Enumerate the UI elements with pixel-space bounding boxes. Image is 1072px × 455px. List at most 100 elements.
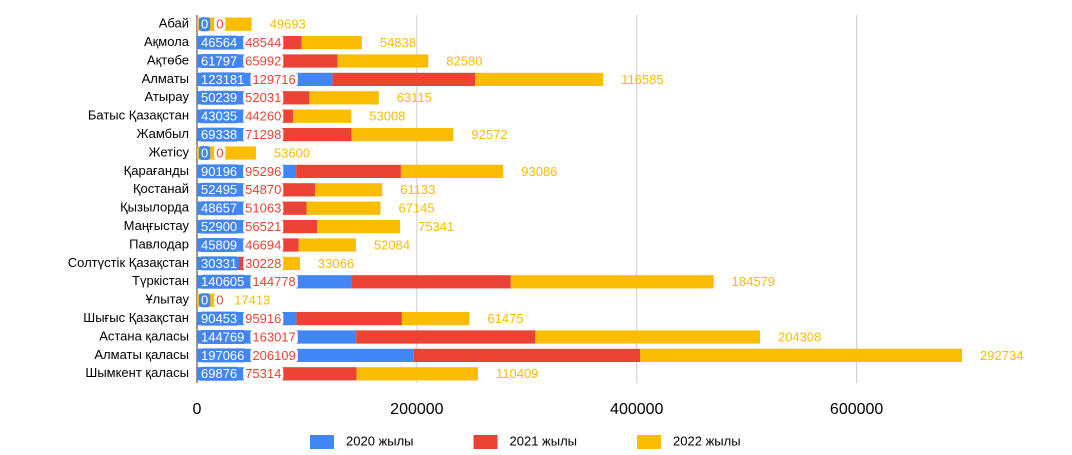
bar-segment	[317, 219, 401, 234]
value-label-bg	[250, 274, 298, 289]
value-label: 61133	[400, 182, 435, 197]
bar-segment	[337, 54, 429, 68]
value-label: 49693	[270, 17, 306, 32]
value-label: 144778	[252, 274, 295, 289]
y-tick-label: Қызылорда	[120, 200, 190, 215]
y-tick-label: Астана қаласы	[99, 328, 189, 343]
value-label-bg	[199, 348, 247, 363]
value-label-bg	[199, 256, 240, 271]
value-label-bg	[199, 54, 240, 68]
bar-segment	[413, 348, 641, 363]
bar-segment	[356, 367, 478, 381]
value-label: 54838	[380, 35, 416, 50]
value-label: 0	[216, 293, 223, 308]
value-label-bg	[214, 146, 226, 160]
value-label: 30331	[201, 256, 237, 271]
x-tick-label: 200000	[390, 401, 443, 418]
value-label: 69876	[201, 366, 237, 381]
value-label-bg	[243, 90, 284, 105]
value-label-bg	[250, 348, 298, 363]
value-label: 54870	[245, 182, 281, 197]
value-label: 61475	[487, 311, 523, 326]
value-label: 69338	[201, 127, 237, 142]
bar-segment	[332, 72, 476, 87]
value-label: 33066	[318, 256, 354, 271]
value-label: 46694	[245, 237, 281, 252]
value-label: 0	[201, 17, 208, 32]
value-label-bg	[199, 219, 240, 234]
value-label-bg	[250, 72, 298, 87]
legend-swatch	[310, 435, 334, 449]
value-label-bg	[199, 72, 247, 87]
bar-segment	[356, 330, 536, 344]
y-tick-label: Маңғыстау	[124, 218, 190, 233]
value-label-bg	[199, 366, 240, 381]
value-label-bg	[243, 219, 284, 234]
bar-segment	[510, 275, 714, 289]
value-label: 92572	[471, 127, 507, 142]
value-label-bg	[199, 182, 240, 197]
y-tick-label: Батыс Қазақстан	[88, 108, 189, 123]
value-label-bg	[199, 17, 211, 32]
value-label: 50239	[201, 90, 237, 105]
value-label-bg	[199, 311, 240, 326]
value-label-bg	[199, 35, 240, 50]
value-label: 75314	[245, 366, 281, 381]
value-label-bg	[243, 238, 284, 252]
value-label-bg	[243, 182, 284, 197]
bar-segment	[400, 164, 504, 179]
legend-label: 2020 жылы	[346, 433, 414, 448]
value-label-bg	[199, 109, 240, 124]
value-label: 61797	[201, 53, 237, 68]
bar-segment	[315, 183, 383, 197]
value-label-bg	[199, 127, 240, 142]
value-label: 116585	[621, 72, 663, 87]
bar-segment	[292, 109, 352, 123]
value-label: 197066	[201, 348, 244, 363]
value-label-bg	[199, 201, 240, 216]
value-label-bg	[243, 311, 284, 326]
value-label-bg	[250, 330, 298, 344]
y-tick-label: Атырау	[145, 89, 190, 104]
value-label: 52084	[374, 237, 410, 252]
value-label-bg	[243, 35, 284, 50]
y-tick-label: Абай	[159, 16, 189, 31]
value-label: 90453	[201, 311, 237, 326]
value-label: 51063	[245, 201, 281, 216]
y-tick-label: Солтүстік Қазақстан	[68, 255, 189, 270]
value-label: 71298	[245, 127, 281, 142]
bar-segment	[306, 201, 381, 215]
value-label: 0	[201, 293, 208, 308]
y-tick-label: Ұлытау	[145, 292, 189, 307]
value-label: 93086	[521, 164, 557, 179]
y-tick-label: Ақтөбе	[147, 52, 189, 67]
value-label-bg	[199, 146, 211, 160]
value-label-bg	[199, 293, 211, 308]
value-label: 44260	[245, 109, 281, 124]
bar-segment	[351, 127, 454, 142]
x-tick-label: 400000	[610, 401, 663, 418]
value-label: 63115	[397, 90, 432, 105]
legend-label: 2021 жылы	[510, 433, 578, 448]
value-label: 30228	[245, 256, 281, 271]
value-label-bg	[199, 238, 240, 252]
value-label: 0	[216, 17, 223, 32]
value-label: 65992	[245, 53, 281, 68]
value-label: 75341	[418, 219, 454, 234]
value-label: 56521	[245, 219, 281, 234]
value-label-bg	[214, 17, 226, 32]
value-label: 95296	[245, 164, 281, 179]
bar-segment	[401, 311, 470, 326]
value-label-bg	[214, 293, 226, 308]
value-label-bg	[243, 366, 284, 381]
value-label: 206109	[252, 348, 295, 363]
value-label: 52031	[245, 90, 281, 105]
value-label: 0	[216, 145, 223, 160]
bar-segment	[197, 146, 256, 160]
value-label: 110409	[496, 366, 538, 381]
value-label: 0	[201, 145, 208, 160]
value-label-bg	[243, 109, 284, 124]
value-label: 53600	[274, 145, 310, 160]
bar-segment	[273, 127, 352, 142]
value-label: 204308	[778, 329, 821, 344]
